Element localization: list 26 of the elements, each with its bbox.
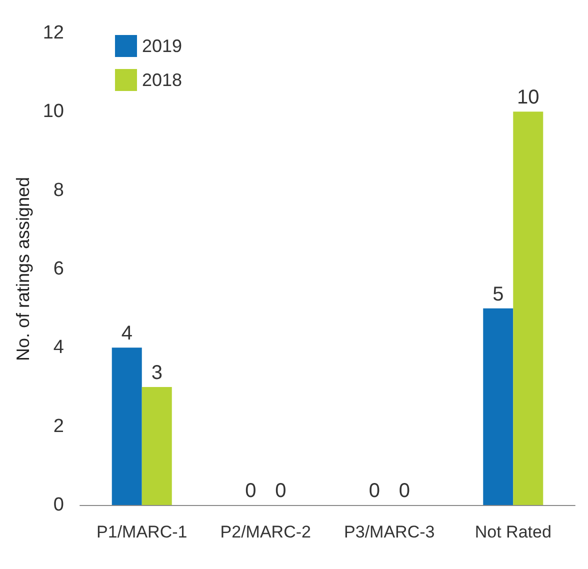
data-label: 0 bbox=[275, 480, 286, 502]
y-tick-label: 0 bbox=[53, 494, 64, 516]
bar bbox=[112, 348, 142, 505]
data-label: 0 bbox=[245, 480, 256, 502]
data-label: 0 bbox=[398, 480, 410, 502]
legend-label: 2018 bbox=[142, 70, 182, 90]
x-tick-label: P2/MARC-2 bbox=[220, 522, 311, 542]
data-label: 10 bbox=[517, 86, 540, 109]
y-tick-label: 6 bbox=[53, 258, 64, 280]
bar bbox=[513, 112, 544, 505]
y-tick-label: 4 bbox=[53, 337, 64, 358]
data-label: 3 bbox=[151, 362, 162, 384]
data-label: 0 bbox=[368, 480, 380, 502]
y-tick-label: 10 bbox=[42, 101, 64, 122]
bar bbox=[483, 308, 514, 505]
y-tick-label: 2 bbox=[53, 416, 64, 437]
x-tick-label: P1/MARC-1 bbox=[96, 522, 188, 542]
y-tick-label: 12 bbox=[42, 22, 64, 44]
x-tick-label: P3/MARC-3 bbox=[344, 522, 435, 542]
bar bbox=[142, 387, 172, 505]
y-axis-title: No. of ratings assigned bbox=[12, 176, 33, 362]
x-tick-label: Not Rated bbox=[474, 522, 552, 542]
legend-label: 2019 bbox=[142, 36, 182, 56]
data-label: 4 bbox=[121, 322, 132, 345]
data-label: 5 bbox=[492, 283, 504, 306]
y-tick-label: 8 bbox=[53, 180, 64, 201]
